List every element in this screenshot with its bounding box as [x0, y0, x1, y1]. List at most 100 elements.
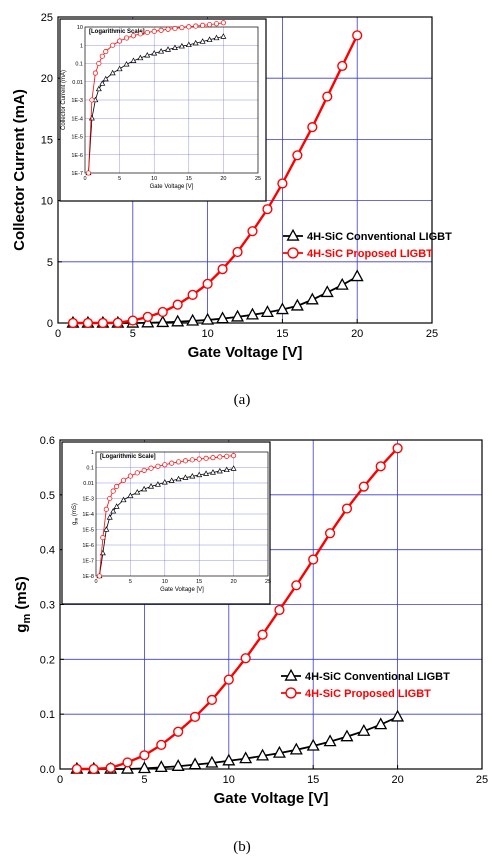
- b-inset-title: [Logarithmic Scale]: [100, 454, 156, 460]
- b-inset-ytick-label: 1: [91, 450, 94, 456]
- b-inset-series-0-point: [148, 483, 155, 489]
- a-inset-series-0-point: [109, 69, 116, 76]
- b-series-1-point: [223, 674, 234, 685]
- a-series-1-point: [292, 150, 303, 161]
- b-inset-series-0-point: [168, 477, 175, 483]
- b-xtick-label: 25: [476, 774, 488, 786]
- b-inset-series-0-point: [120, 496, 127, 503]
- a-inset-ytick-label: 10: [77, 25, 83, 31]
- b-inset-ytick-label: 1E-6: [82, 543, 94, 549]
- a-inset-xtick-label: 15: [186, 176, 192, 182]
- b-inset-series-0-point: [154, 481, 161, 487]
- a-inset-series-0-point: [185, 41, 192, 48]
- a-series-0-point: [260, 305, 274, 318]
- b-series-1-point: [308, 554, 319, 565]
- b-inset-series-0-point: [161, 479, 168, 485]
- a-inset-frame: [59, 18, 267, 202]
- a-series-1-point: [142, 311, 153, 322]
- a-inset-series-0-point: [220, 33, 227, 39]
- b-inset-series-0-point: [216, 467, 223, 474]
- a-series-0-point: [201, 312, 215, 325]
- b-legend-marker-1: [285, 687, 297, 699]
- a-series-0-point: [350, 269, 364, 282]
- a-inset-series-0-point: [151, 50, 158, 56]
- a-inset-series-1-point: [117, 38, 123, 44]
- b-ytick-label: 0.0: [40, 764, 55, 776]
- b-series-1-point: [291, 580, 302, 591]
- a-inset-xtick-label: 20: [220, 176, 226, 182]
- b-inset-series-1-point: [203, 455, 209, 461]
- b-series-1-point: [324, 528, 336, 539]
- b-inset-series-1-point: [231, 453, 237, 459]
- b-series-1-point: [71, 763, 82, 775]
- b-inset-ytick-label: 0.01: [83, 481, 94, 487]
- b-ytick-label: 0.6: [40, 435, 55, 447]
- a-series-0-point: [156, 315, 170, 328]
- a-inset-series-1-point: [220, 20, 226, 26]
- b-inset-series-1-point: [103, 506, 109, 512]
- a-inset-ytick-label: 1E-6: [71, 153, 83, 159]
- a-inset-series-1-point: [85, 170, 92, 176]
- caption-a: (a): [234, 392, 251, 408]
- a-ytick-label: 15: [41, 134, 53, 146]
- b-xaxis-title: Gate Voltage [V]: [214, 790, 329, 807]
- a-inset-series-1-point: [151, 28, 157, 34]
- a-xtick-label: 5: [130, 328, 136, 340]
- a-series-1-point: [217, 264, 228, 275]
- b-inset-xlabel: Gate Voltage [V]: [160, 587, 204, 593]
- a-series-0-point: [245, 307, 259, 320]
- b-series-0-point: [357, 723, 371, 736]
- a-legend-label-0: 4H-SiC Conventional LIGBT: [307, 231, 452, 243]
- b-inset-series-1-point: [176, 459, 182, 465]
- b-inset-ytick-label: 1E-4: [82, 512, 94, 518]
- a-inset-xlabel: Gate Voltage [V]: [150, 184, 194, 190]
- a-series-1-point: [202, 278, 213, 289]
- a-inset-series-0-point: [144, 52, 151, 58]
- b-xtick-label: 10: [223, 774, 235, 786]
- a-inset-series-1-point: [137, 31, 143, 37]
- b-inset-series-0-point: [175, 475, 182, 482]
- b-inset-series-1-point: [148, 465, 154, 471]
- b-inset-xtick-label: 20: [231, 579, 237, 585]
- a-inset-series-1-point: [89, 97, 95, 103]
- a-series-1-point: [262, 204, 273, 215]
- b-yaxis-title: gm (mS): [13, 576, 33, 632]
- a-inset-series-1-point: [110, 42, 116, 48]
- a-series-1-point: [157, 306, 168, 318]
- b-ytick-label: 0.1: [40, 709, 55, 721]
- b-inset-series-0-point: [127, 492, 134, 498]
- b-series-1-point: [274, 604, 285, 616]
- a-series-1-point: [187, 289, 198, 300]
- b-inset-series-0-point: [134, 489, 141, 495]
- a-inset-series-1-point: [200, 22, 206, 28]
- b-inset-xtick-label: 0: [94, 579, 97, 585]
- a-series-1-point: [112, 317, 123, 328]
- a-inset-ytick-label: 1E-5: [71, 135, 83, 141]
- a-series-1-point: [172, 299, 183, 310]
- b-series-1-point: [375, 461, 386, 472]
- b-inset-series-1-point: [120, 477, 127, 483]
- b-series-1-point: [257, 629, 268, 640]
- a-inset-series-0-point: [130, 57, 137, 63]
- b-ytick-label: 0.4: [40, 545, 55, 557]
- b-inset-xtick-label: 5: [129, 579, 132, 585]
- a-inset-title: [Logarithmic Scale]: [89, 29, 145, 35]
- a-series-0-point: [186, 313, 200, 326]
- b-inset-series-1-point: [155, 463, 161, 469]
- a-series-0-point: [335, 277, 349, 290]
- a-series-0-point: [231, 309, 245, 322]
- a-series-1-point: [352, 30, 363, 41]
- a-inset-series-1-point: [158, 27, 164, 33]
- b-inset-series-1-point: [134, 470, 140, 476]
- b-inset-ytick-label: 0.1: [86, 466, 94, 472]
- b-inset-xtick-label: 10: [162, 579, 168, 585]
- a-ytick-label: 25: [41, 12, 53, 24]
- b-xtick-label: 0: [57, 774, 63, 786]
- a-inset-series-1-point: [99, 53, 105, 59]
- a-inset-series-0-point: [171, 44, 178, 51]
- b-inset-series-1-point: [196, 456, 202, 462]
- b-series-1-point: [358, 481, 369, 492]
- b-series-0-point: [256, 748, 270, 761]
